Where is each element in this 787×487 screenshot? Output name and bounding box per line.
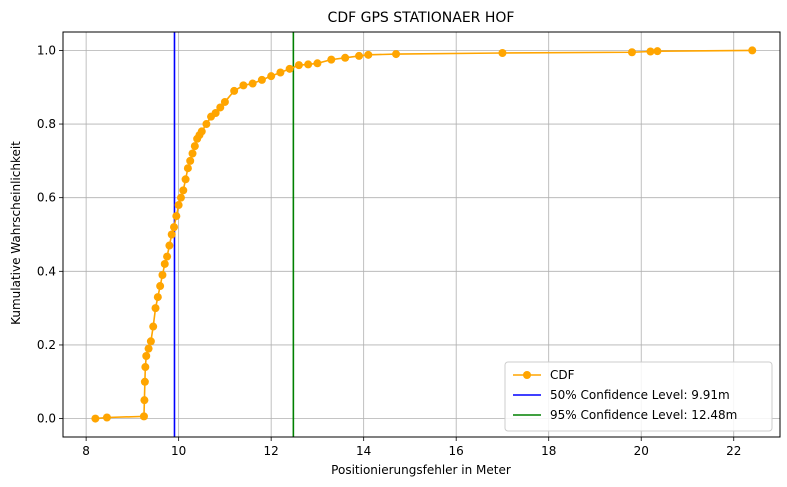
data-point (146, 337, 155, 346)
data-point (276, 68, 285, 77)
data-point (355, 51, 364, 60)
data-point (91, 414, 100, 423)
data-point (392, 50, 401, 59)
x-axis-ticks: 8 10 12 14 16 18 20 22 (82, 437, 741, 458)
data-point (285, 64, 294, 73)
plot-frame (62, 31, 781, 438)
y-tick-label: 1.0 (37, 43, 56, 57)
y-tick-label: 0.4 (37, 264, 56, 278)
data-point (139, 412, 148, 421)
data-point (179, 186, 188, 195)
x-tick-label: 14 (356, 444, 371, 458)
y-tick-label: 0.8 (37, 117, 56, 131)
data-point (202, 120, 211, 129)
data-point (176, 193, 185, 202)
data-point (498, 48, 507, 57)
data-point (174, 201, 183, 210)
legend-label: CDF (550, 368, 575, 382)
series-layer (91, 46, 757, 423)
data-point (144, 344, 153, 353)
data-point (341, 53, 350, 62)
data-point (142, 352, 151, 360)
y-tick-label: 0.0 (37, 412, 56, 426)
data-point (257, 75, 266, 84)
data-point (151, 304, 160, 313)
data-point (364, 50, 373, 59)
data-point (327, 55, 336, 64)
legend-label: 50% Confidence Level: 9.91m (550, 388, 730, 402)
y-tick-label: 0.6 (37, 191, 56, 205)
data-point (165, 241, 174, 250)
y-tick-label: 0.2 (37, 338, 56, 352)
data-point (181, 175, 190, 184)
data-point (220, 97, 229, 106)
grid (63, 32, 780, 437)
data-point (167, 230, 176, 239)
data-point (141, 363, 150, 372)
data-point (627, 48, 636, 57)
data-point (140, 377, 149, 386)
data-point (197, 127, 206, 136)
x-tick-label: 12 (264, 444, 279, 458)
data-point (158, 271, 167, 279)
data-point (170, 223, 179, 232)
data-point (172, 212, 181, 221)
data-point (211, 109, 220, 117)
data-point (216, 103, 225, 112)
data-point (188, 149, 197, 158)
data-point (153, 293, 162, 302)
y-axis-label: Kumulative Wahrscheinlichkeit (9, 141, 23, 325)
data-point (102, 413, 111, 422)
data-point (149, 322, 158, 331)
data-point (186, 156, 195, 165)
x-tick-label: 22 (726, 444, 741, 458)
data-point (248, 79, 257, 88)
y-axis-ticks: 0.0 0.2 0.4 0.6 0.8 1.0 (37, 43, 63, 426)
data-point (190, 142, 199, 151)
data-point (230, 86, 239, 95)
data-point (183, 164, 192, 173)
data-point (294, 61, 303, 70)
x-tick-label: 8 (82, 444, 90, 458)
legend-box (504, 361, 773, 432)
data-point (267, 72, 276, 81)
x-tick-label: 10 (171, 444, 186, 458)
x-tick-label: 20 (634, 444, 649, 458)
legend-label: 95% Confidence Level: 12.48m (550, 408, 737, 422)
data-point (160, 259, 169, 268)
data-point (313, 59, 322, 68)
chart-title: CDF GPS STATIONAER HOF (328, 10, 515, 26)
data-point (653, 47, 662, 56)
data-point (239, 81, 248, 90)
data-point (140, 396, 149, 405)
legend: CDF 50% Confidence Level: 9.91m 95% Confid… (504, 361, 773, 432)
data-point (748, 46, 757, 55)
x-axis-label: Positionierungsfehler in Meter (331, 463, 511, 477)
x-tick-label: 16 (449, 444, 464, 458)
x-tick-label: 18 (541, 444, 556, 458)
legend-marker (523, 371, 531, 379)
data-point (163, 252, 172, 261)
data-point (646, 47, 655, 56)
data-point (156, 282, 165, 291)
data-point (304, 60, 313, 69)
